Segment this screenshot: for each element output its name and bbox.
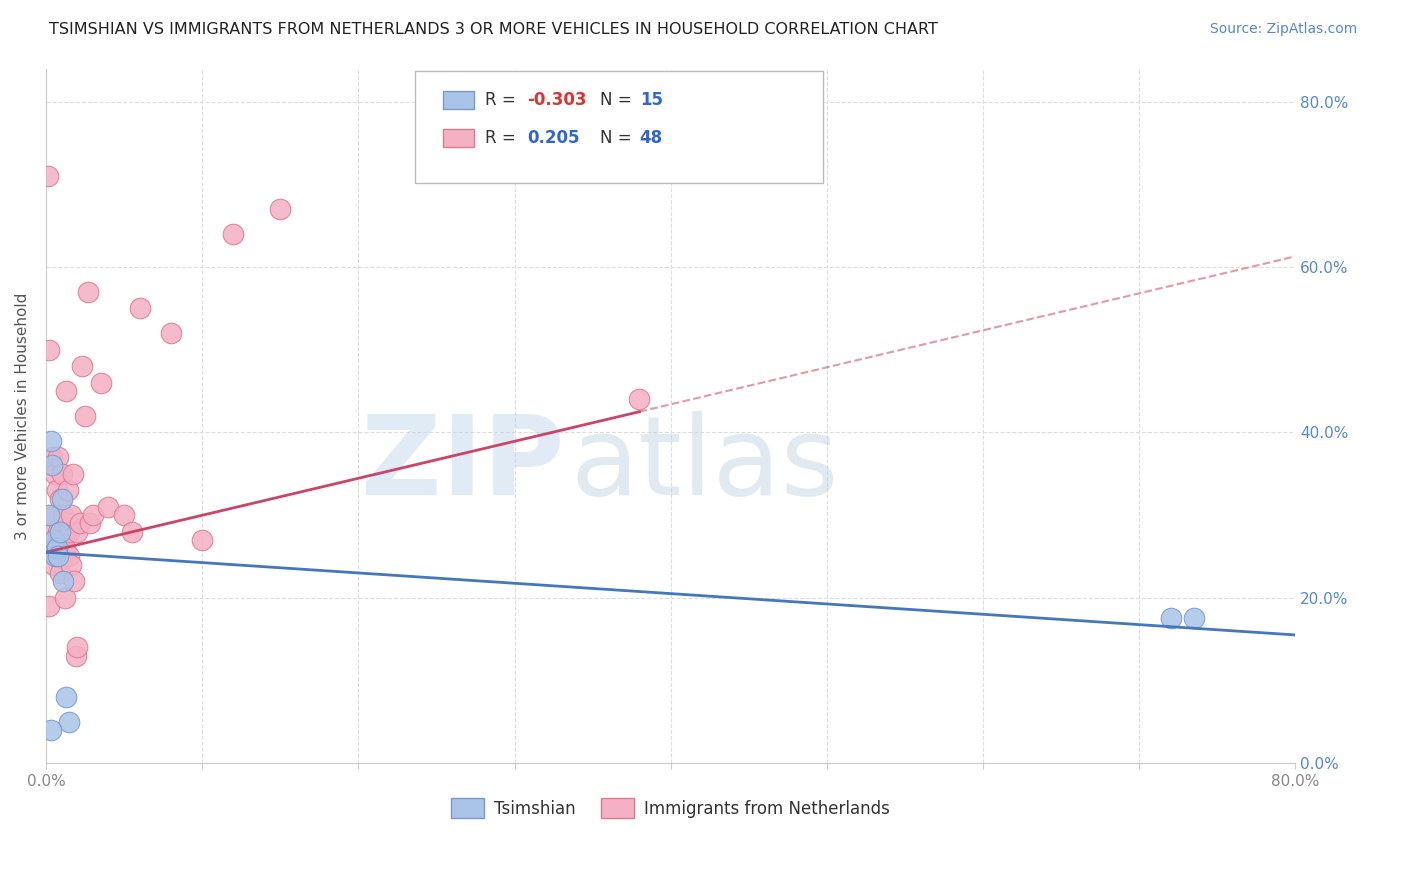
Point xyxy=(628,392,651,407)
Point xyxy=(41,524,63,539)
Point xyxy=(222,227,245,241)
Point xyxy=(48,549,70,564)
Point xyxy=(59,558,82,572)
Text: N =: N = xyxy=(600,129,637,147)
Point xyxy=(58,549,80,564)
Text: 15: 15 xyxy=(640,91,662,109)
Point xyxy=(55,384,77,398)
Point xyxy=(55,690,77,704)
Point xyxy=(112,508,135,522)
Point xyxy=(128,301,150,316)
Point xyxy=(41,450,63,465)
Point xyxy=(121,524,143,539)
Point xyxy=(56,483,79,498)
Text: ZIP: ZIP xyxy=(361,411,565,518)
Point xyxy=(49,491,72,506)
Point xyxy=(66,640,89,655)
Point xyxy=(44,541,66,555)
Point xyxy=(53,541,76,555)
Point xyxy=(42,558,65,572)
Point xyxy=(51,491,73,506)
Point xyxy=(65,648,87,663)
Point xyxy=(62,467,84,481)
Point xyxy=(59,508,82,522)
Text: atlas: atlas xyxy=(571,411,839,518)
Point xyxy=(69,516,91,531)
Point xyxy=(269,202,291,216)
Point xyxy=(45,549,67,564)
Point xyxy=(39,434,62,448)
Text: N =: N = xyxy=(600,91,637,109)
Point xyxy=(38,599,60,613)
Point xyxy=(1160,611,1182,625)
Point xyxy=(37,169,59,183)
Text: -0.303: -0.303 xyxy=(527,91,586,109)
Point xyxy=(51,533,73,547)
Y-axis label: 3 or more Vehicles in Household: 3 or more Vehicles in Household xyxy=(15,293,30,540)
Point xyxy=(52,574,75,589)
Text: 0.205: 0.205 xyxy=(527,129,579,147)
Text: R =: R = xyxy=(485,129,526,147)
Point xyxy=(44,549,66,564)
Point xyxy=(73,409,96,423)
Point xyxy=(66,524,89,539)
Text: Source: ZipAtlas.com: Source: ZipAtlas.com xyxy=(1209,22,1357,37)
Point xyxy=(90,376,112,390)
Point xyxy=(77,285,100,299)
Point xyxy=(45,541,67,555)
Point xyxy=(42,533,65,547)
Text: 48: 48 xyxy=(640,129,662,147)
Text: TSIMSHIAN VS IMMIGRANTS FROM NETHERLANDS 3 OR MORE VEHICLES IN HOUSEHOLD CORRELA: TSIMSHIAN VS IMMIGRANTS FROM NETHERLANDS… xyxy=(49,22,938,37)
Point xyxy=(51,467,73,481)
Point xyxy=(48,524,70,539)
Legend: Tsimshian, Immigrants from Netherlands: Tsimshian, Immigrants from Netherlands xyxy=(444,792,897,824)
Point xyxy=(52,508,75,522)
Point xyxy=(41,458,63,473)
Point xyxy=(58,714,80,729)
Point xyxy=(48,450,70,465)
Point xyxy=(49,524,72,539)
Point xyxy=(160,326,183,340)
Point xyxy=(39,541,62,555)
Point xyxy=(79,516,101,531)
Point xyxy=(82,508,104,522)
Point xyxy=(44,467,66,481)
Point xyxy=(97,500,120,514)
Point xyxy=(39,723,62,737)
Point xyxy=(70,359,93,374)
Point xyxy=(1182,611,1205,625)
Text: R =: R = xyxy=(485,91,522,109)
Point xyxy=(49,566,72,580)
Point xyxy=(53,591,76,605)
Point xyxy=(42,508,65,522)
Point xyxy=(63,574,86,589)
Point xyxy=(38,343,60,357)
Point xyxy=(45,483,67,498)
Point xyxy=(38,508,60,522)
Point xyxy=(191,533,214,547)
Point xyxy=(58,524,80,539)
